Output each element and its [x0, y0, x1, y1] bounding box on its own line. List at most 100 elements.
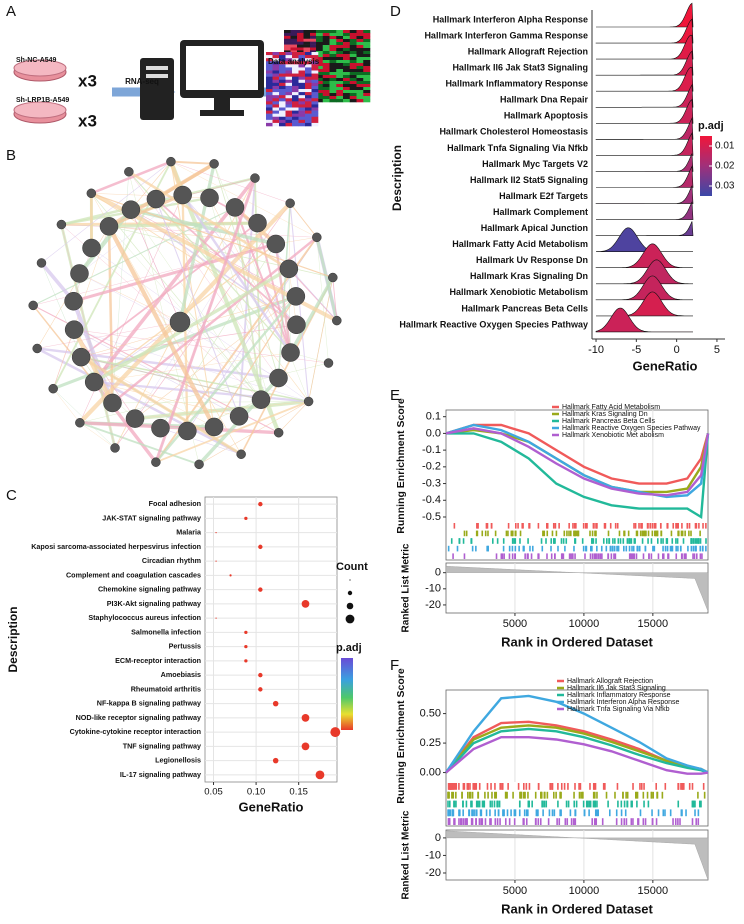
heatmap-cell	[297, 30, 304, 34]
heatmap-cell	[292, 55, 299, 59]
heatmap-cell	[316, 33, 324, 37]
dot	[301, 600, 310, 608]
heatmap-cell	[316, 48, 324, 52]
colorbar	[700, 136, 712, 196]
heatmap-cell	[310, 47, 317, 51]
y-tick-label: IL-17 signaling pathway	[120, 770, 201, 779]
heatmap-cell	[343, 75, 351, 79]
y-tick-label: Hallmark Interferon Gamma Response	[424, 30, 588, 40]
heatmap-cell	[349, 66, 357, 70]
legend-title: p.adj	[698, 120, 724, 132]
heatmap-cell	[298, 119, 306, 124]
heatmap-cell	[316, 54, 324, 58]
heatmap-cell	[284, 35, 291, 40]
heatmap-cell	[329, 93, 337, 97]
network-node	[151, 457, 161, 467]
heatmap-cell	[266, 104, 273, 108]
network-edge	[289, 276, 335, 354]
heatmap-cell	[285, 79, 293, 84]
heatmap-cell	[279, 58, 286, 62]
network-node	[287, 315, 306, 335]
heatmap-cell	[329, 87, 337, 91]
heatmap-cell	[349, 48, 357, 52]
heatmap-cell	[316, 51, 324, 55]
heatmap-cell	[266, 70, 273, 74]
heatmap-cell	[292, 64, 299, 68]
network-edge	[81, 356, 215, 428]
heatmap-cell	[285, 101, 293, 105]
y-tick-label: 0.00	[420, 766, 441, 778]
es-line	[446, 432, 710, 520]
heatmap-cell	[272, 58, 280, 62]
y-tick-label: Rheumatoid arthritis	[131, 684, 201, 693]
heatmap-cell	[290, 47, 298, 51]
y-tick-label: Hallmark Uv Response Dn	[476, 255, 588, 265]
heatmap-cell	[305, 82, 312, 87]
heatmap-cell	[316, 63, 324, 67]
heatmap-cell	[266, 101, 273, 105]
legend-title: p.adj	[336, 642, 362, 654]
heatmap-cell	[311, 113, 319, 118]
heatmap-cell	[298, 95, 306, 99]
heatmap-cell	[279, 122, 286, 127]
heatmap-cell	[311, 89, 319, 93]
heatmap-cell	[305, 119, 312, 124]
heatmap-cell	[311, 119, 319, 124]
y-tick-label: NOD-like receptor signaling pathway	[76, 713, 201, 722]
ridge	[595, 83, 694, 108]
heatmap-cell	[329, 63, 337, 67]
ridge	[595, 221, 694, 236]
network-node	[70, 264, 89, 283]
y-tick-label: -10	[425, 849, 441, 861]
x-tick-label: 5000	[503, 618, 527, 630]
replicate-label: x3	[78, 71, 97, 90]
heatmap-cell	[322, 51, 330, 55]
network-node	[124, 167, 134, 177]
heatmap-cell	[298, 73, 306, 77]
heatmap-cell	[336, 54, 344, 58]
x-axis-title: Rank in Ordered Dataset	[501, 634, 653, 649]
heatmap-cell	[279, 89, 286, 93]
heatmap-cell	[363, 36, 371, 40]
heatmap-cell	[363, 51, 371, 55]
heatmap-cell	[305, 64, 312, 68]
heatmap-cell	[298, 116, 306, 121]
heatmap-cell	[343, 87, 351, 91]
heatmap-cell	[305, 107, 312, 111]
x-tick-label: 0.15	[289, 787, 308, 798]
ridge	[596, 165, 694, 188]
x-tick-label: 0.10	[247, 787, 266, 798]
y-tick-label: Hallmark Fatty Acid Metabolism	[452, 239, 588, 249]
panel-label: F	[390, 657, 399, 674]
y-tick-label: -0.4	[422, 494, 441, 506]
heatmap-cell	[298, 89, 306, 93]
legend-dot	[346, 602, 354, 610]
heatmap-cell	[279, 98, 286, 102]
heatmap-cell	[292, 95, 299, 99]
es-line	[445, 694, 709, 774]
heatmap-cell	[298, 107, 306, 111]
y-tick-label: Legionellosis	[155, 756, 201, 765]
legend-label: Hallmark Allograft Rejection	[567, 678, 653, 685]
heatmap-cell	[356, 45, 364, 49]
heatmap-cell	[310, 41, 317, 45]
heatmap-cell	[329, 72, 337, 76]
heatmap-cell	[290, 38, 298, 42]
heatmap-cell	[297, 41, 304, 45]
heatmap-cell	[292, 122, 299, 127]
y-tick-label: -0.3	[422, 477, 441, 489]
y-tick-label: -20	[425, 599, 441, 611]
heatmap-cell	[316, 84, 324, 88]
heatmap-cell	[292, 110, 299, 114]
heatmap-cell	[305, 116, 312, 121]
heatmap-cell	[343, 42, 351, 46]
heatmap-cell	[266, 61, 273, 65]
network-edge	[154, 177, 257, 463]
heatmap-cell	[356, 60, 364, 64]
legend-title: Count	[336, 561, 368, 573]
heatmap-cell	[349, 99, 357, 103]
heatmap-cell	[363, 45, 371, 49]
heatmap-cell	[316, 87, 324, 91]
heatmap-cell	[363, 48, 371, 52]
heatmap-cell	[322, 90, 330, 94]
